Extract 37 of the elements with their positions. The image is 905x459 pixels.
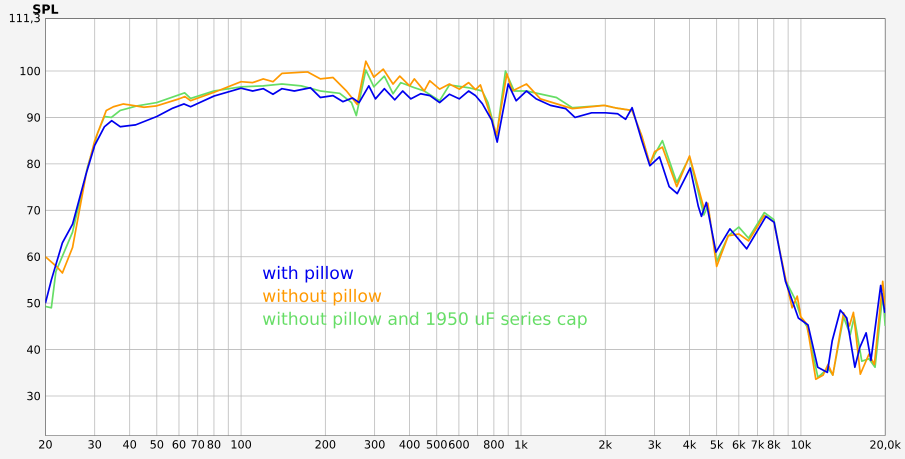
x-tick-label: 70 <box>191 440 204 449</box>
text: without pillow and 1950 uF series cap <box>262 312 587 328</box>
x-tick-label: 60 <box>172 440 186 449</box>
x-tick-label: 800 <box>484 440 504 449</box>
x-tick-label: 200 <box>315 440 336 449</box>
x-tick-label: 100 <box>232 440 252 449</box>
text: with pillow <box>262 266 354 282</box>
x-tick-label: 30 <box>88 440 102 449</box>
x-tick-label: 8k <box>768 440 781 449</box>
x-tick-label: 5k <box>710 440 724 449</box>
y-tick-label: 90 <box>27 113 40 122</box>
x-tick-label: 10k <box>792 440 812 449</box>
y-tick-label: 50 <box>27 298 40 308</box>
x-tick-label: 600 <box>448 440 469 449</box>
y-tick-label: 60 <box>27 252 40 261</box>
y-tick-label: 70 <box>27 206 40 214</box>
y-tick-label: 80 <box>27 160 40 168</box>
y-tick-label: 40 <box>27 345 40 354</box>
text: without pillow <box>262 288 382 306</box>
x-tick-label: 500 <box>426 440 447 449</box>
x-tick-label: 300 <box>364 440 385 449</box>
x-tick-label: 40 <box>123 440 136 449</box>
x-tick-label: 20,0k <box>870 440 901 450</box>
x-tick-label: 20 <box>39 440 52 449</box>
x-tick-label: 400 <box>399 440 420 449</box>
x-tick-label: 80 <box>208 440 220 449</box>
x-tick-label: 1k <box>515 440 528 449</box>
x-tick-label: 7k <box>752 440 764 449</box>
x-tick-label: 2k <box>599 440 612 449</box>
x-tick-label: 4k <box>683 440 696 449</box>
y-tick-label: 111,3 <box>10 14 40 24</box>
x-tick-label: 6k <box>732 440 746 449</box>
y-tick-label: 30 <box>27 392 40 400</box>
x-tick-label: 3k <box>648 440 662 449</box>
y-tick-label: 100 <box>20 66 40 76</box>
x-tick-label: 50 <box>150 440 164 449</box>
y-axis-title: SPL <box>33 4 58 14</box>
